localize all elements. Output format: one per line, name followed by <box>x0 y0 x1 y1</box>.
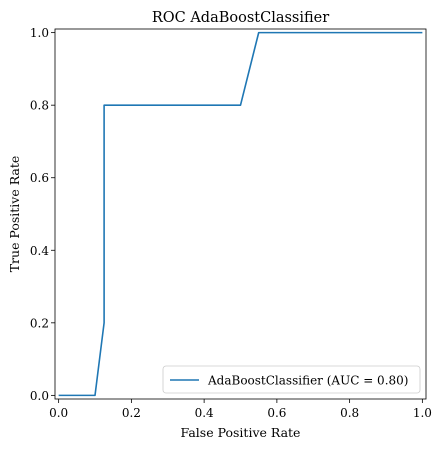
legend: AdaBoostClassifier (AUC = 0.80) <box>162 365 421 394</box>
x-axis-ticks: 0.0 0.2 0.4 0.6 0.8 1.0 <box>49 399 432 420</box>
y-tick-label: 0.6 <box>30 171 49 185</box>
y-axis-ticks: 0.0 0.2 0.4 0.6 0.8 1.0 <box>30 26 55 403</box>
x-tick-label: 0.6 <box>267 406 286 420</box>
legend-label: AdaBoostClassifier (AUC = 0.80) <box>207 374 408 388</box>
x-tick-label: 0.8 <box>340 406 359 420</box>
y-tick-label: 0.0 <box>30 389 49 403</box>
x-tick-label: 0.0 <box>49 406 68 420</box>
y-axis-title: True Positive Rate <box>7 156 22 273</box>
y-tick-label: 1.0 <box>30 26 49 40</box>
legend-box <box>162 365 421 394</box>
x-axis-title: False Positive Rate <box>181 425 301 440</box>
plot-frame <box>54 28 427 400</box>
y-tick-label: 0.2 <box>30 316 49 330</box>
x-tick-label: 0.2 <box>122 406 141 420</box>
chart-title: ROC AdaBoostClassifier <box>152 10 329 26</box>
x-tick-label: 1.0 <box>413 406 432 420</box>
x-tick-label: 0.4 <box>195 406 214 420</box>
y-tick-label: 0.4 <box>30 244 49 258</box>
y-tick-label: 0.8 <box>30 99 49 113</box>
roc-curve-line <box>58 31 423 397</box>
